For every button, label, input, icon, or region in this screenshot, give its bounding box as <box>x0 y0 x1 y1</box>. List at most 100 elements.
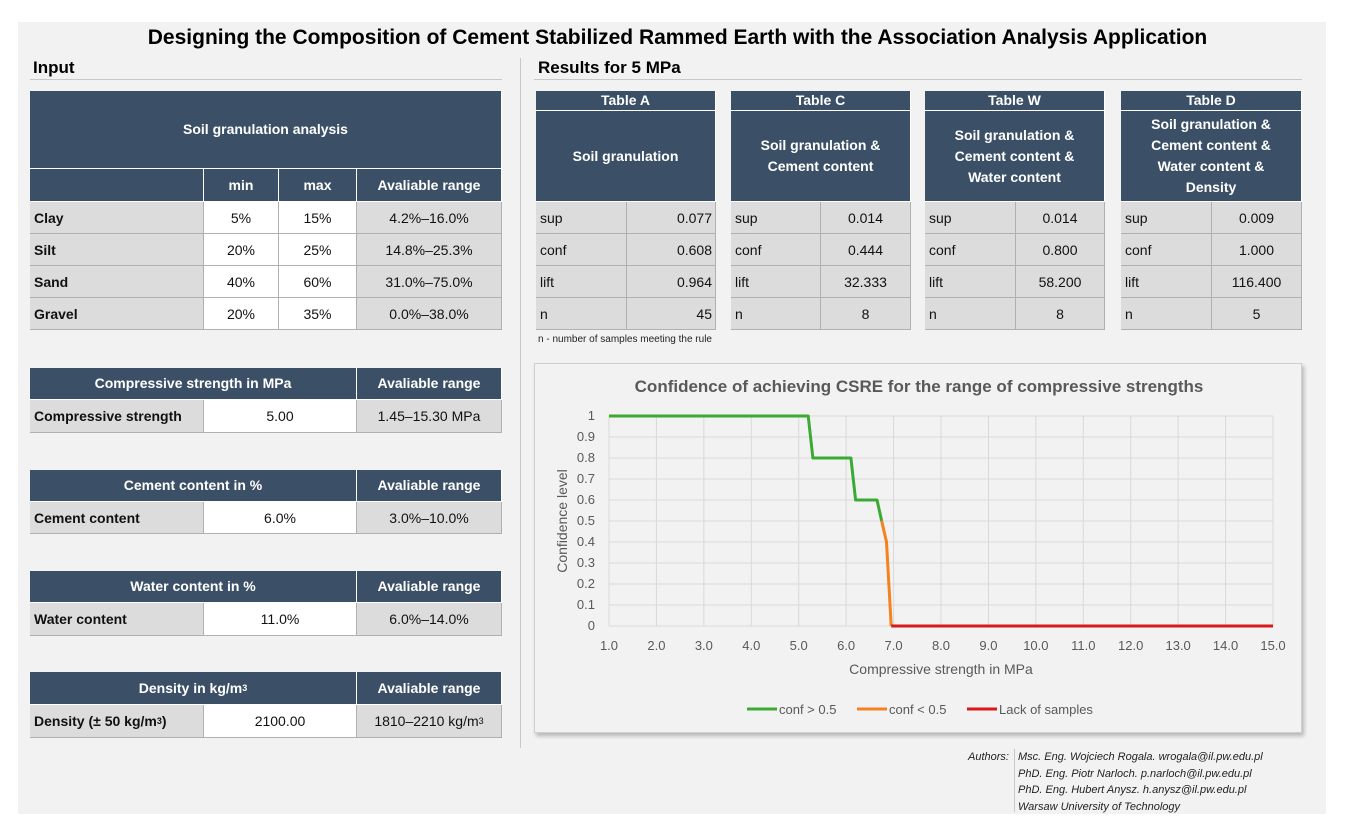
y-tick-label: 0.2 <box>577 576 595 591</box>
y-tick-label: 0 <box>588 618 595 633</box>
results-divider <box>534 79 1302 80</box>
cement-label: Cement content <box>30 502 204 534</box>
chart-title: Confidence of achieving CSRE for the ran… <box>635 377 1204 396</box>
soil-row-clay-label: Clay <box>30 202 204 234</box>
table-c-conf-value: 0.444 <box>821 234 911 266</box>
table-c-sup-value: 0.014 <box>821 202 911 234</box>
soil-row-silt-label: Silt <box>30 234 204 266</box>
silt-max-input[interactable]: 25% <box>279 234 357 266</box>
y-tick-label: 0.8 <box>577 450 595 465</box>
density-header: Density in kg/m 3 <box>30 672 357 705</box>
table-d-sup-value: 0.009 <box>1212 202 1302 234</box>
series-line-conf-0-5 <box>609 414 884 522</box>
author-line: PhD. Eng. Hubert Anysz. h.anysz@il.pw.ed… <box>1018 784 1247 796</box>
strength-range-header: Avaliable range <box>357 368 502 400</box>
gravel-max-input[interactable]: 35% <box>279 298 357 330</box>
table-w-desc: Soil granulation & Cement content & Wate… <box>925 111 1105 202</box>
table-a-conf-value: 0.608 <box>627 234 716 266</box>
table-c-n-value: 8 <box>821 298 911 330</box>
cement-range-header: Avaliable range <box>357 470 502 502</box>
table-d-sup-label: sup <box>1121 202 1212 234</box>
series-line-conf-0-5 <box>880 520 893 627</box>
density-label: Density (± 50 kg/m 3) <box>30 705 204 738</box>
y-tick-label: 0.4 <box>577 534 595 549</box>
sand-min-input[interactable]: 40% <box>204 266 279 298</box>
cement-input[interactable]: 6.0% <box>204 502 357 534</box>
x-tick-label: 14.0 <box>1213 638 1238 653</box>
legend-label: conf > 0.5 <box>779 702 836 717</box>
x-tick-label: 6.0 <box>837 638 855 653</box>
table-c-lift-label: lift <box>731 266 821 298</box>
clay-min-input[interactable]: 5% <box>204 202 279 234</box>
table-a-sup-value: 0.077 <box>627 202 716 234</box>
table-d-n-value: 5 <box>1212 298 1302 330</box>
table-w-conf-label: conf <box>925 234 1016 266</box>
soil-table-corner <box>30 169 204 202</box>
density-label-sup: 3 <box>156 716 162 726</box>
gravel-range: 0.0%–38.0% <box>357 298 502 330</box>
confidence-chart: Confidence of achieving CSRE for the ran… <box>534 363 1302 733</box>
water-input[interactable]: 11.0% <box>204 603 357 636</box>
soil-col-range: Avaliable range <box>357 169 502 202</box>
x-tick-label: 11.0 <box>1071 638 1095 653</box>
silt-range: 14.8%–25.3% <box>357 234 502 266</box>
page-title: Designing the Composition of Cement Stab… <box>147 26 1208 49</box>
authors-list: Msc. Eng. Wojciech Rogala. wrogala@il.pw… <box>1018 749 1263 815</box>
sand-max-input[interactable]: 60% <box>279 266 357 298</box>
table-c-n-label: n <box>731 298 821 330</box>
table-d-n-label: n <box>1121 298 1212 330</box>
cement-range: 3.0%–10.0% <box>357 502 502 534</box>
soil-col-max: max <box>279 169 357 202</box>
x-tick-label: 9.0 <box>979 638 997 653</box>
table-w-conf-value: 0.800 <box>1016 234 1105 266</box>
gravel-min-input[interactable]: 20% <box>204 298 279 330</box>
density-range-sup: 3 <box>478 716 484 726</box>
table-w-name: Table W <box>925 91 1105 111</box>
density-header-text: Density in kg/m <box>138 679 243 696</box>
author-line: Msc. Eng. Wojciech Rogala. wrogala@il.pw… <box>1018 751 1263 763</box>
soil-col-min: min <box>204 169 279 202</box>
table-a-sup-label: sup <box>536 202 627 234</box>
density-range-header: Avaliable range <box>357 672 502 705</box>
table-w-sup-label: sup <box>925 202 1016 234</box>
y-tick-label: 0.9 <box>577 429 595 444</box>
y-tick-label: 0.3 <box>577 555 595 570</box>
y-tick-label: 0.1 <box>577 597 595 612</box>
table-d-name: Table D <box>1121 91 1302 111</box>
x-tick-label: 15.0 <box>1260 638 1285 653</box>
table-d-conf-value: 1.000 <box>1212 234 1302 266</box>
table-a-desc: Soil granulation <box>536 111 716 202</box>
x-tick-label: 13.0 <box>1165 638 1190 653</box>
density-range-text: 1810–2210 kg/m <box>374 713 479 729</box>
x-tick-label: 7.0 <box>885 638 903 653</box>
x-tick-label: 8.0 <box>932 638 950 653</box>
clay-max-input[interactable]: 15% <box>279 202 357 234</box>
clay-range: 4.2%–16.0% <box>357 202 502 234</box>
density-header-sup: 3 <box>242 682 248 693</box>
samples-note: n - number of samples meeting the rule <box>538 334 712 345</box>
table-d-lift-label: lift <box>1121 266 1212 298</box>
table-w-n-value: 8 <box>1016 298 1105 330</box>
cement-header: Cement content in % <box>30 470 357 502</box>
table-w-lift-label: lift <box>925 266 1016 298</box>
input-divider <box>30 79 502 80</box>
density-label-end: ) <box>161 713 167 729</box>
strength-input[interactable]: 5.00 <box>204 400 357 433</box>
silt-min-input[interactable]: 20% <box>204 234 279 266</box>
table-c-sup-label: sup <box>731 202 821 234</box>
y-tick-label: 1 <box>588 408 595 423</box>
table-d-lift-value: 116.400 <box>1212 266 1302 298</box>
table-d-conf-label: conf <box>1121 234 1212 266</box>
x-tick-label: 2.0 <box>647 638 665 653</box>
table-a-lift-value: 0.964 <box>627 266 716 298</box>
soil-table-header: Soil granulation analysis <box>30 91 502 169</box>
water-header: Water content in % <box>30 571 357 603</box>
table-w-lift-value: 58.200 <box>1016 266 1105 298</box>
authors-label: Authors: <box>968 751 1009 763</box>
sand-range: 31.0%–75.0% <box>357 266 502 298</box>
density-range: 1810–2210 kg/m 3 <box>357 705 502 738</box>
y-axis-label: Confidence level <box>554 469 570 573</box>
density-input[interactable]: 2100.00 <box>204 705 357 738</box>
table-w-n-label: n <box>925 298 1016 330</box>
x-axis-label: Compressive strength in MPa <box>849 661 1033 677</box>
